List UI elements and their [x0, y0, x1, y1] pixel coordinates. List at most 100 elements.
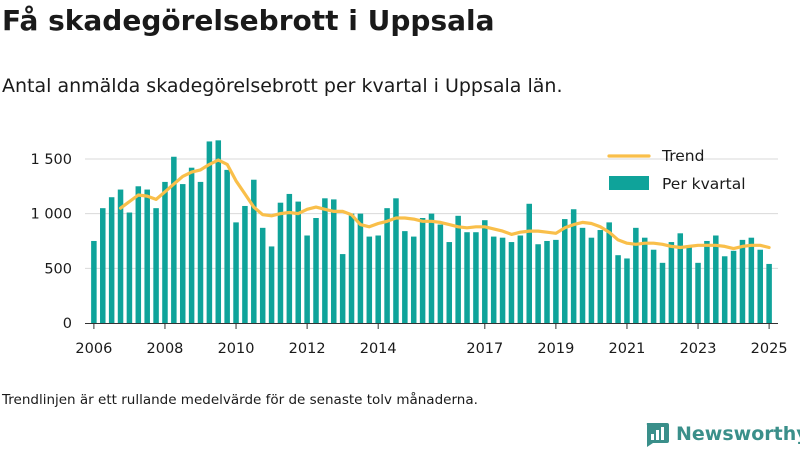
bar	[295, 201, 301, 323]
bar	[206, 141, 213, 323]
x-tick-label: 2006	[75, 341, 112, 357]
bar	[606, 222, 612, 324]
bar	[357, 213, 364, 324]
x-tick-label: 2012	[289, 341, 326, 357]
bar	[641, 237, 648, 323]
bar	[535, 244, 541, 323]
y-tick-label: 500	[44, 261, 72, 277]
x-tick-label: 2017	[466, 341, 503, 357]
bar	[108, 197, 115, 323]
bar-chart: 0 500 1 000 1 500 2006 2008 2010 2012 2014 2017 20…	[30, 140, 788, 357]
bar	[224, 169, 230, 324]
legend: Trend Per kvartal	[607, 147, 746, 193]
brand-name: Newsworthy	[676, 423, 800, 445]
bar	[695, 262, 701, 323]
x-tick-label: 2025	[751, 341, 788, 357]
bar	[721, 256, 728, 323]
bar	[144, 189, 150, 323]
x-tick-label: 2008	[147, 341, 184, 357]
x-tick-label: 2023	[680, 341, 717, 357]
bar	[286, 193, 293, 323]
bar	[153, 208, 159, 323]
chart-title: Få skadegörelsebrott i Uppsala	[2, 4, 495, 37]
bar	[402, 231, 408, 324]
bar	[348, 213, 355, 324]
bar	[766, 263, 772, 323]
legend-label-bars: Per kvartal	[662, 175, 746, 193]
bar	[384, 208, 390, 323]
bar	[615, 255, 621, 323]
bar	[579, 227, 586, 323]
bar	[686, 245, 692, 323]
bar	[428, 213, 435, 324]
bar	[748, 237, 755, 323]
bar	[331, 199, 337, 323]
bar	[624, 258, 630, 323]
bar	[526, 203, 532, 323]
bar	[242, 205, 248, 323]
bar	[508, 242, 515, 323]
bar	[179, 184, 186, 323]
bar	[215, 140, 222, 323]
bar	[499, 237, 506, 323]
bar	[268, 246, 275, 323]
bar	[544, 240, 550, 323]
bar	[757, 249, 763, 323]
chart-subtitle: Antal anmälda skadegörelsebrott per kvar…	[2, 75, 563, 97]
bar	[259, 227, 266, 323]
bar	[100, 208, 106, 323]
bar	[322, 198, 328, 323]
x-tick-label: 2021	[609, 341, 646, 357]
bar	[410, 236, 417, 323]
bar	[597, 230, 604, 323]
bar	[713, 235, 719, 323]
bar	[490, 236, 497, 323]
bar	[473, 232, 479, 323]
bar	[393, 198, 399, 323]
bar	[677, 233, 684, 323]
bar	[135, 186, 142, 323]
legend-swatch-bars	[609, 176, 649, 190]
brand-logo: Newsworthy	[644, 420, 800, 448]
bar	[437, 224, 444, 323]
bar	[562, 219, 568, 323]
legend-label-trend: Trend	[661, 147, 704, 165]
bar	[704, 240, 710, 323]
bar	[633, 227, 639, 323]
x-tick-label: 2014	[360, 341, 397, 357]
bar	[117, 189, 124, 323]
bar	[188, 167, 195, 323]
bar	[162, 181, 168, 323]
bar	[419, 218, 426, 323]
x-tick-label: 2019	[537, 341, 574, 357]
bar	[482, 220, 488, 323]
bar	[446, 242, 453, 323]
bar	[668, 242, 675, 323]
bar	[366, 236, 373, 323]
bar	[455, 215, 461, 323]
bar	[171, 156, 177, 323]
bar	[304, 235, 310, 323]
trend-line	[118, 158, 771, 251]
bar	[730, 250, 737, 323]
footnote: Trendlinjen är ett rullande medelvärde f…	[2, 392, 478, 408]
bar	[739, 239, 746, 324]
bar	[339, 254, 346, 323]
y-tick-label: 0	[63, 316, 72, 332]
bar	[375, 235, 381, 323]
y-tick-label: 1 500	[30, 152, 72, 168]
bar	[91, 240, 97, 323]
bar	[650, 249, 657, 323]
bar	[517, 235, 524, 323]
bar	[570, 209, 577, 323]
y-tick-label: 1 000	[30, 207, 72, 223]
bar	[313, 218, 319, 323]
bar	[588, 237, 595, 323]
bar	[126, 212, 133, 323]
bar	[197, 181, 204, 323]
bar	[464, 232, 470, 323]
bar	[233, 222, 239, 324]
bar	[251, 179, 257, 323]
newsworthy-logo-icon	[646, 423, 669, 447]
bar	[659, 262, 666, 323]
